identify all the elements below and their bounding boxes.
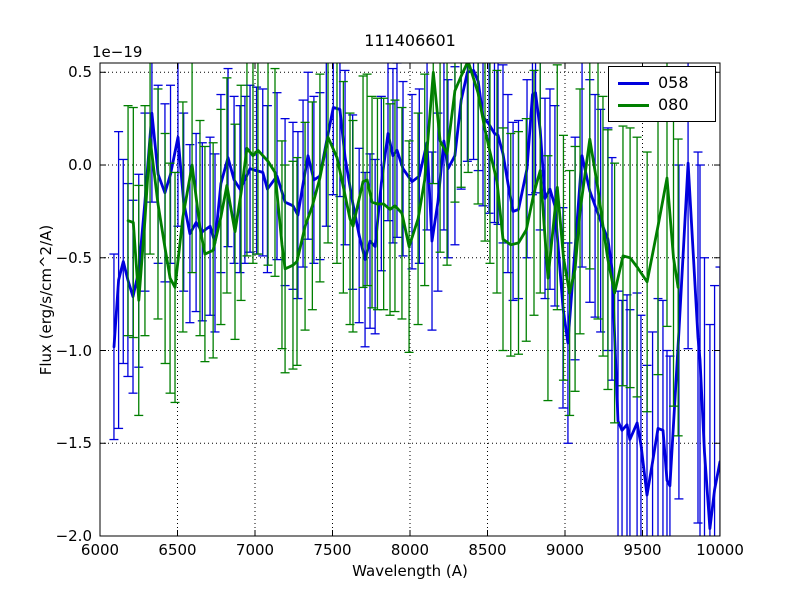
x-tick-label-7000: 7000 [235, 541, 275, 559]
y-tick-label-−1.5: −1.5 [55, 434, 92, 453]
x-tick-label-6000: 6000 [80, 541, 120, 559]
y-tick-label-0.0: 0.0 [68, 156, 92, 175]
x-tick-label-10000: 10000 [696, 541, 744, 559]
x-axis-label: Wavelength (A) [352, 562, 468, 580]
y-tick-label-−1.0: −1.0 [55, 341, 92, 360]
x-tick-label-8500: 8500 [468, 541, 507, 559]
legend-label: 058 [658, 73, 689, 92]
x-tick-label-7500: 7500 [313, 541, 352, 559]
spectrum-line-080 [126, 63, 680, 302]
legend-entry-080: 080 [618, 94, 707, 116]
x-tick-label-9000: 9000 [545, 541, 585, 559]
y-tick-label-0.5: 0.5 [68, 63, 92, 82]
legend-entry-058: 058 [618, 72, 707, 94]
legend-label: 080 [658, 95, 689, 114]
legend: 058 080 [608, 66, 716, 122]
x-tick-label-6500: 6500 [158, 541, 197, 559]
spectrum-line-058 [112, 69, 720, 530]
plot-title: 111406601 [364, 31, 456, 50]
x-tick-label-9500: 9500 [623, 541, 662, 559]
legend-line-sample-green [618, 103, 649, 107]
y-axis-offset-label: 1e−19 [92, 43, 143, 61]
y-tick-label-−0.5: −0.5 [55, 248, 92, 267]
x-tick-label-8000: 8000 [390, 541, 430, 559]
legend-line-sample-blue [618, 81, 649, 85]
y-tick-label-−2.0: −2.0 [55, 527, 92, 545]
axes-spines [99, 62, 721, 537]
